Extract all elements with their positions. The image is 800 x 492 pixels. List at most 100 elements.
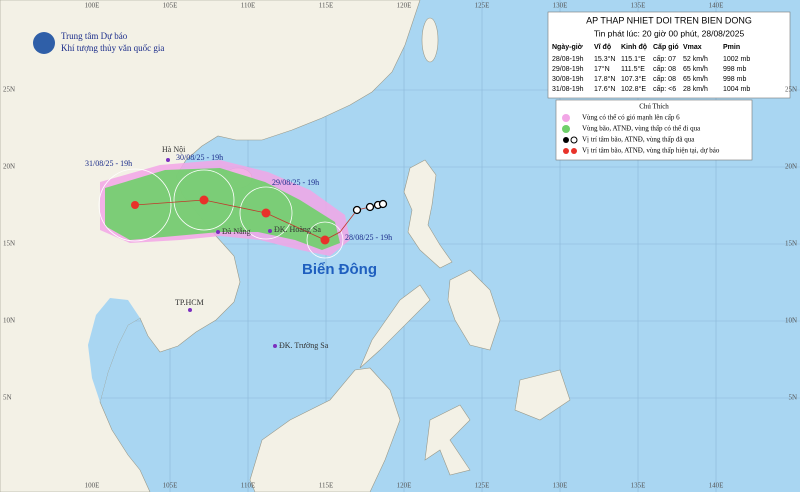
table-cell: 52 km/h	[683, 56, 708, 63]
forecast-center	[199, 195, 209, 205]
gulf-of-thailand	[88, 298, 140, 402]
longitude-label: 140E	[709, 2, 724, 10]
forecast-center	[320, 235, 330, 245]
sea-label: Biển Đông	[302, 261, 377, 278]
legend-swatch	[562, 114, 570, 122]
column-header: Pmin	[723, 44, 740, 51]
latitude-label: 5N	[788, 394, 797, 402]
latitude-label: 20N	[3, 163, 15, 171]
table-cell: 111.5°E	[621, 65, 645, 73]
philippines	[359, 159, 501, 369]
place-label: TP.HCM	[175, 298, 204, 307]
longitude-label: 100E	[85, 482, 100, 490]
legend-label: Vị trí tâm bão, ATNĐ, vùng thấp hiện tại…	[582, 147, 720, 155]
forecast-center	[261, 208, 271, 218]
borneo	[249, 367, 401, 492]
column-header: Vmax	[683, 44, 702, 51]
latitude-label: 15N	[785, 240, 797, 248]
legend-swatch	[570, 136, 578, 144]
longitude-label: 115E	[319, 482, 334, 490]
city-dot	[273, 344, 277, 348]
table-cell: 998 mb	[723, 66, 746, 73]
longitude-label: 135E	[631, 2, 646, 10]
latitude-label: 15N	[3, 240, 15, 248]
past-positions	[352, 199, 388, 215]
latitude-label: 25N	[3, 86, 15, 94]
agency-logo	[33, 32, 55, 54]
longitude-label: 125E	[475, 2, 490, 10]
forecast-circle	[98, 168, 172, 242]
table-cell: 1002 mb	[723, 56, 750, 63]
city-dot	[188, 308, 192, 312]
table-cell: 31/08-19h	[552, 86, 584, 93]
bulletin-title: AP THAP NHIET DOI TREN BIEN DONG	[586, 15, 752, 25]
agency-name: Khí tượng thủy văn quốc gia	[61, 43, 164, 53]
legend-box	[555, 99, 753, 161]
longitude-label: 135E	[631, 482, 646, 490]
latitude-label: 5N	[3, 394, 12, 402]
forecast-circle	[173, 169, 235, 231]
table-cell: cấp: 08	[653, 74, 676, 83]
legend-label: Vùng bão, ATNĐ, vùng thấp có thể đi qua	[582, 125, 701, 133]
table-cell: 1004 mb	[723, 86, 750, 93]
table-cell: 17°N	[594, 65, 610, 73]
longitude-label: 105E	[163, 482, 178, 490]
track-label: 29/08/25 - 19h	[272, 178, 319, 187]
table-cell: 107.3°E	[621, 75, 646, 83]
table-cell: cấp: 08	[653, 64, 676, 73]
track-label: 31/08/25 - 19h	[85, 159, 132, 168]
longitude-label: 140E	[709, 482, 724, 490]
column-header: Cấp gió	[653, 43, 679, 51]
table-cell: 28 km/h	[683, 86, 708, 93]
city-dot	[268, 229, 272, 233]
forecast-center	[131, 201, 139, 209]
forecast-circle	[239, 186, 293, 240]
longitude-label: 125E	[475, 482, 490, 490]
legend-label: Vùng có thể có gió mạnh lên cấp 6	[582, 114, 680, 122]
longitude-label: 100E	[85, 2, 100, 10]
city-dot	[166, 158, 170, 162]
table-cell: cấp: <6	[653, 84, 676, 93]
table-cell: 65 km/h	[683, 76, 708, 83]
table-cell: cấp: 07	[653, 54, 676, 63]
longitude-label: 130E	[553, 482, 568, 490]
forecast-positions	[131, 195, 330, 245]
table-cell: 102.8°E	[621, 85, 646, 93]
table-cell: 30/08-19h	[552, 76, 584, 83]
table-cell: 17.8°N	[594, 75, 615, 83]
legend-swatch	[563, 148, 569, 154]
legend-items: Vùng có thể có gió mạnh lên cấp 6 Vùng bã…	[582, 114, 720, 155]
column-header: Kinh độ	[621, 44, 647, 51]
city-dot	[216, 230, 220, 234]
bulletin-table: Ngày-giờ Vĩ độ Kinh độ Cấp gió Vmax Pmin 28/08…	[552, 43, 750, 93]
place-label: ĐK. Trường Sa	[279, 341, 329, 350]
longitude-label: 115E	[319, 2, 334, 10]
latitude-label: 20N	[785, 163, 797, 171]
latitude-label: 10N	[785, 317, 797, 325]
table-cell: 17.6°N	[594, 85, 615, 93]
legend-swatch	[562, 125, 570, 133]
column-header: Vĩ độ	[594, 44, 611, 51]
legend-swatch	[563, 137, 569, 143]
sulawesi-islands	[424, 369, 571, 476]
track-label: 28/08/25 - 19h	[345, 233, 392, 242]
taiwan	[421, 17, 439, 63]
legend-label: Vị trí tâm bão, ATNĐ, vùng thấp đã qua	[582, 136, 695, 144]
column-header: Ngày-giờ	[552, 44, 583, 51]
legend-swatch	[571, 148, 577, 154]
longitude-label: 110E	[241, 482, 256, 490]
longitude-label: 110E	[241, 2, 256, 10]
legend-title: Chú Thích	[639, 103, 669, 111]
bulletin-box	[547, 11, 791, 99]
bulletin-issued: Tin phát lúc: 20 giờ 00 phút, 28/08/2025	[594, 28, 745, 38]
agency-name: Trung tâm Dự báo	[61, 31, 128, 41]
place-label: Đà Nẵng	[222, 227, 251, 236]
longitude-label: 120E	[397, 482, 412, 490]
latitude-label: 10N	[3, 317, 15, 325]
table-cell: 115.1°E	[621, 55, 646, 63]
longitude-label: 130E	[553, 2, 568, 10]
table-cell: 998 mb	[723, 76, 746, 83]
longitude-label: 105E	[163, 2, 178, 10]
past-center	[365, 202, 375, 212]
